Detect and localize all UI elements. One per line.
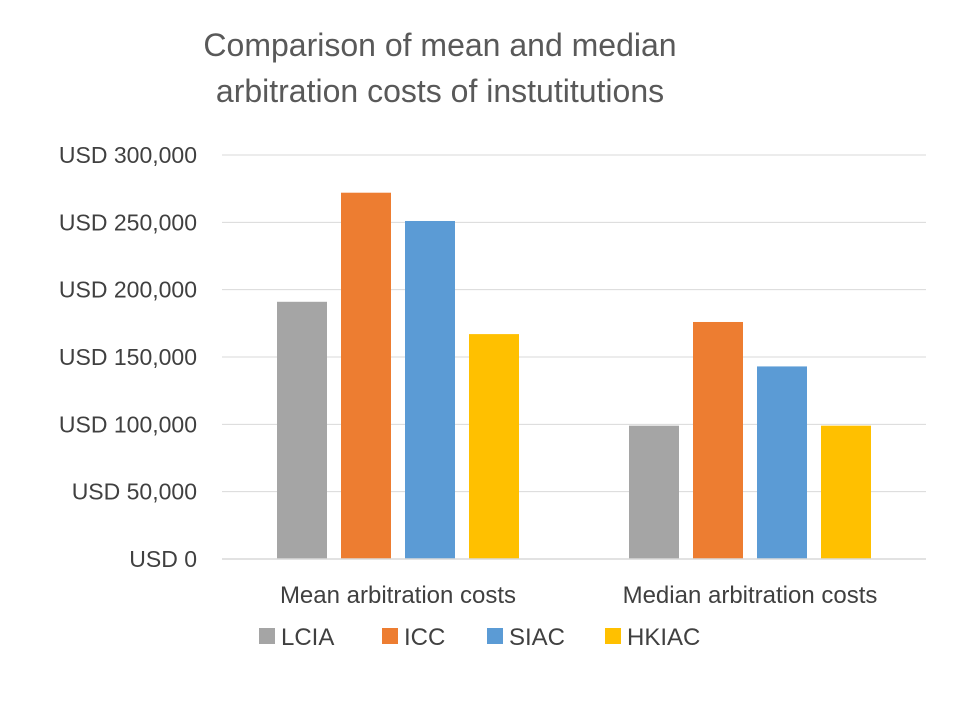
bar-siac-median: [757, 366, 807, 559]
legend-swatch-siac: [487, 628, 503, 644]
y-tick-label: USD 100,000: [59, 411, 197, 437]
bar-lcia-mean: [277, 301, 327, 559]
legend-swatch-icc: [382, 628, 398, 644]
chart-title-line-1: Comparison of mean and median: [203, 27, 676, 63]
legend-label-siac: SIAC: [509, 624, 565, 651]
bar-lcia-median: [629, 425, 679, 559]
bar-icc-mean: [341, 192, 391, 559]
bar-hkiac-median: [821, 425, 871, 559]
legend: LCIA ICC SIAC HKIAC: [259, 624, 700, 651]
bars: [277, 192, 871, 559]
y-tick-label: USD 50,000: [72, 479, 197, 505]
y-axis-tick-labels: USD 0 USD 50,000 USD 100,000 USD 150,000 USD…: [59, 142, 197, 572]
legend-label-hkiac: HKIAC: [627, 624, 700, 651]
bar-siac-mean: [405, 220, 455, 559]
chart-title-line-2: arbitration costs of instutitutions: [216, 73, 664, 109]
y-tick-label: USD 300,000: [59, 142, 197, 168]
y-tick-label: USD 250,000: [59, 209, 197, 235]
y-tick-label: USD 0: [129, 546, 197, 572]
bar-icc-median: [693, 321, 743, 559]
x-category-label: Median arbitration costs: [623, 582, 878, 609]
chart-title: Comparison of mean and median arbitratio…: [203, 27, 676, 109]
x-category-label: Mean arbitration costs: [280, 582, 516, 609]
legend-label-lcia: LCIA: [281, 624, 334, 651]
x-axis-category-labels: Mean arbitration costs Median arbitration…: [280, 582, 877, 609]
y-tick-label: USD 200,000: [59, 277, 197, 303]
bar-hkiac-mean: [469, 334, 519, 559]
legend-swatch-hkiac: [605, 628, 621, 644]
y-tick-label: USD 150,000: [59, 344, 197, 370]
legend-swatch-lcia: [259, 628, 275, 644]
legend-label-icc: ICC: [404, 624, 445, 651]
gridlines: [222, 154, 926, 493]
